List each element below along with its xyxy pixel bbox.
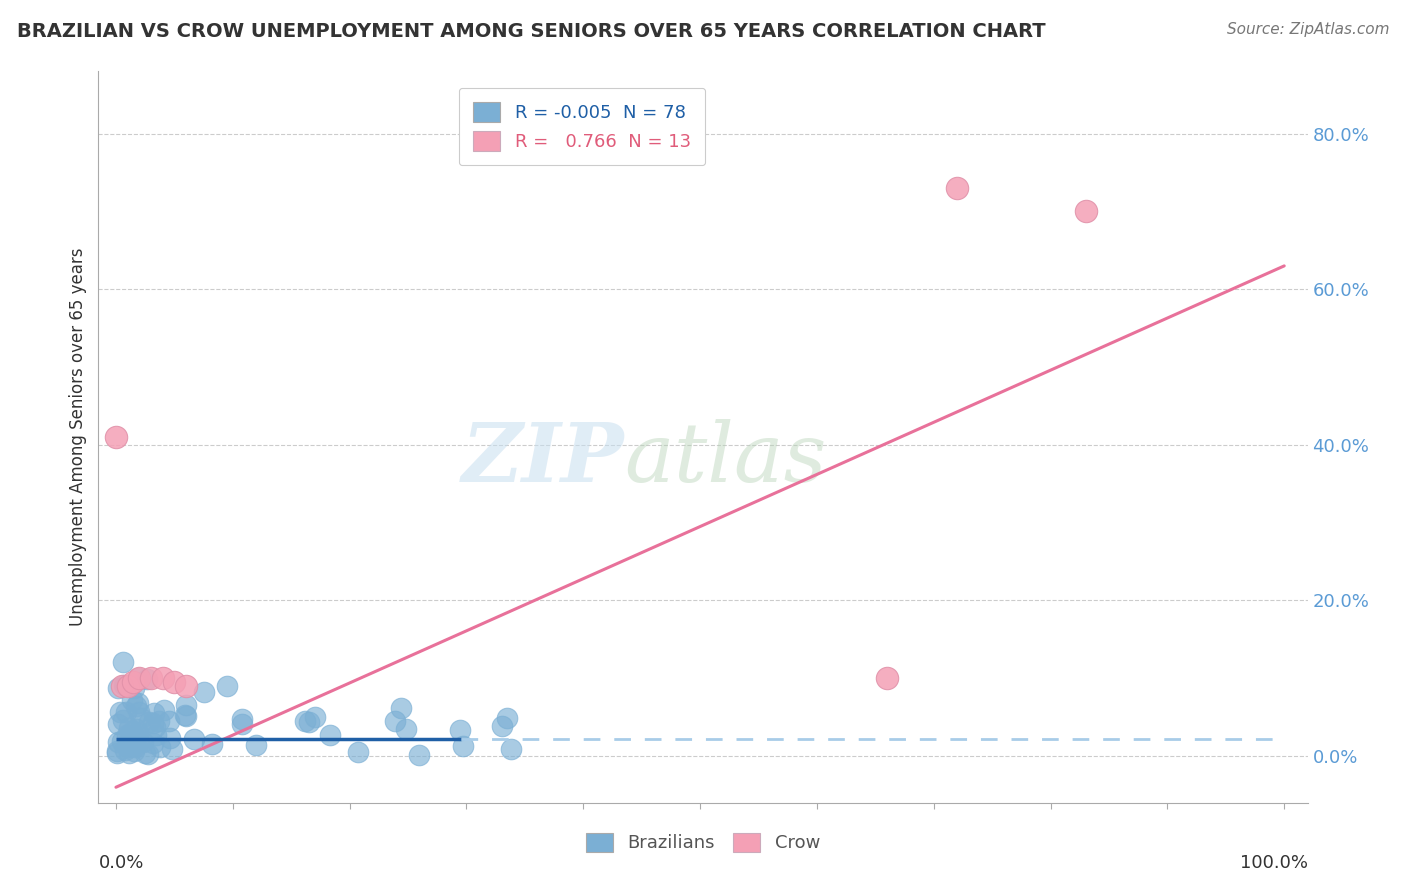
Point xyxy=(160,742,183,756)
Text: ZIP: ZIP xyxy=(461,419,624,499)
Point xyxy=(449,723,471,737)
Point xyxy=(395,722,418,736)
Point xyxy=(174,708,197,723)
Point xyxy=(124,698,146,713)
Point xyxy=(122,681,145,696)
Point xyxy=(389,701,412,715)
Point xyxy=(876,671,898,685)
Point xyxy=(105,746,128,760)
Point xyxy=(347,745,370,759)
Text: 0.0%: 0.0% xyxy=(98,854,143,872)
Point xyxy=(298,715,321,730)
Point xyxy=(118,721,141,735)
Point xyxy=(142,736,165,750)
Point xyxy=(128,671,150,685)
Point xyxy=(174,679,197,693)
Point xyxy=(946,181,969,195)
Point xyxy=(145,728,167,742)
Point xyxy=(149,739,172,754)
Point xyxy=(122,675,145,690)
Point xyxy=(495,710,517,724)
Point xyxy=(124,727,146,741)
Point xyxy=(121,725,143,739)
Text: BRAZILIAN VS CROW UNEMPLOYMENT AMONG SENIORS OVER 65 YEARS CORRELATION CHART: BRAZILIAN VS CROW UNEMPLOYMENT AMONG SEN… xyxy=(17,22,1046,41)
Point xyxy=(127,696,149,710)
Point xyxy=(115,706,138,720)
Point xyxy=(408,747,430,762)
Point xyxy=(112,678,135,692)
Point xyxy=(121,735,143,749)
Point xyxy=(114,679,136,693)
Point xyxy=(138,715,160,730)
Text: atlas: atlas xyxy=(624,419,827,499)
Point xyxy=(193,685,215,699)
Point xyxy=(152,703,174,717)
Point xyxy=(111,656,134,670)
Point xyxy=(107,681,129,695)
Point xyxy=(105,744,128,758)
Point xyxy=(163,675,186,690)
Point xyxy=(142,706,165,720)
Point xyxy=(499,742,522,756)
Point xyxy=(1074,204,1097,219)
Point xyxy=(118,731,141,746)
Point xyxy=(384,714,406,729)
Point xyxy=(111,734,134,748)
Point xyxy=(159,731,181,745)
Point xyxy=(121,738,143,752)
Point xyxy=(139,671,162,685)
Point xyxy=(125,732,148,747)
Point xyxy=(111,713,134,727)
Legend: Brazilians, Crow: Brazilians, Crow xyxy=(579,826,827,860)
Point xyxy=(174,708,197,723)
Point xyxy=(451,739,474,753)
Point xyxy=(128,705,150,719)
Point xyxy=(118,739,141,754)
Point xyxy=(142,716,165,731)
Point xyxy=(294,714,316,728)
Point xyxy=(108,705,131,719)
Text: Source: ZipAtlas.com: Source: ZipAtlas.com xyxy=(1226,22,1389,37)
Point xyxy=(107,735,129,749)
Point xyxy=(129,711,152,725)
Point xyxy=(118,746,141,760)
Point xyxy=(152,671,174,685)
Point xyxy=(231,717,253,731)
Point xyxy=(183,731,205,746)
Point xyxy=(121,693,143,707)
Point xyxy=(115,727,138,741)
Point xyxy=(104,430,127,444)
Point xyxy=(114,743,136,757)
Point xyxy=(136,747,159,761)
Point xyxy=(117,679,139,693)
Point xyxy=(157,714,180,728)
Point xyxy=(111,679,134,693)
Point xyxy=(319,728,342,742)
Point xyxy=(136,673,159,687)
Point xyxy=(231,712,253,726)
Point xyxy=(125,723,148,737)
Point xyxy=(122,735,145,749)
Point xyxy=(122,744,145,758)
Point xyxy=(148,714,170,728)
Point xyxy=(201,737,224,751)
Point xyxy=(107,717,129,731)
Point xyxy=(304,710,326,724)
Point xyxy=(245,738,267,752)
Point xyxy=(145,720,167,734)
Point xyxy=(134,746,156,760)
Point xyxy=(127,672,149,686)
Point xyxy=(132,735,155,749)
Point xyxy=(121,739,143,753)
Y-axis label: Unemployment Among Seniors over 65 years: Unemployment Among Seniors over 65 years xyxy=(69,248,87,626)
Point xyxy=(174,698,197,712)
Point xyxy=(124,740,146,755)
Point xyxy=(127,726,149,740)
Point xyxy=(118,736,141,750)
Text: 100.0%: 100.0% xyxy=(1240,854,1308,872)
Point xyxy=(491,719,513,733)
Point xyxy=(128,734,150,748)
Point xyxy=(217,679,239,693)
